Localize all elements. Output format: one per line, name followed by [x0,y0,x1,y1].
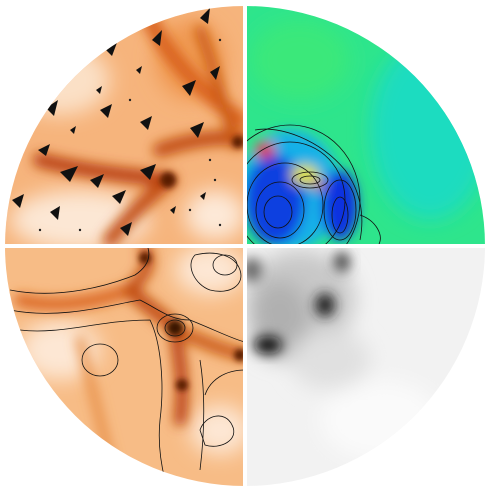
vector-arrows [12,8,220,236]
panel-top-left [5,6,245,246]
contour-lines [245,124,381,246]
panel-bottom-left [5,246,245,486]
panel-top-right [245,6,485,246]
panel-bottom-right [245,246,485,486]
